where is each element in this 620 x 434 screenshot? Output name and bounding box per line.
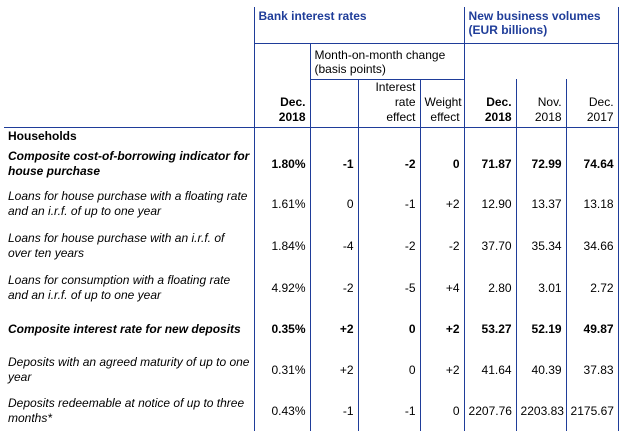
- cell-mom: -4: [309, 225, 358, 267]
- cell-interest-effect: -5: [357, 267, 420, 309]
- cell-mom: +2: [309, 309, 358, 349]
- cell-rate: 1.61%: [253, 183, 310, 225]
- table-row: Loans for house purchase with an i.r.f. …: [4, 225, 619, 267]
- cell-rate: 4.92%: [253, 267, 310, 309]
- cell-vol-dec-2018: 41.64: [463, 349, 517, 391]
- cell-vol-dec-2018: 53.27: [463, 309, 517, 349]
- col-header-weight-effect: Weight effect: [419, 79, 465, 128]
- cell-vol-dec-2017: 2175.67: [565, 391, 619, 431]
- cell-weight-effect: 0: [419, 145, 465, 183]
- cell-vol-dec-2017: 2.72: [565, 267, 619, 309]
- cell-mom: -1: [309, 391, 358, 431]
- cell-mom: +2: [309, 349, 358, 391]
- cell-interest-effect: -2: [357, 225, 420, 267]
- section-households: Households: [8, 128, 77, 143]
- cell-rate: 1.84%: [253, 225, 310, 267]
- cell-rate: 0.35%: [253, 309, 310, 349]
- cell-interest-effect: 0: [357, 309, 420, 349]
- cell-vol-nov-2018: 35.34: [515, 225, 567, 267]
- cell-weight-effect: +4: [419, 267, 465, 309]
- header-bank-interest-rates: Bank interest rates: [253, 7, 465, 44]
- cell-vol-nov-2018: 3.01: [515, 267, 567, 309]
- row-label: Loans for house purchase with a floating…: [8, 189, 248, 218]
- cell-vol-dec-2017: 13.18: [565, 183, 619, 225]
- row-label: Composite cost-of-borrowing indicator fo…: [8, 149, 250, 178]
- interest-rates-table: Bank interest rates New business volumes…: [4, 7, 619, 431]
- cell-vol-dec-2018: 2207.76: [463, 391, 517, 431]
- header-new-business-volumes: New business volumes (EUR billions): [463, 7, 619, 44]
- col-header-volume-nov-2018: Nov. 2018: [515, 79, 567, 128]
- col-header-interest-rate-effect: Interest rate effect: [357, 79, 420, 128]
- cell-vol-dec-2017: 49.87: [565, 309, 619, 349]
- cell-rate: 0.31%: [253, 349, 310, 391]
- header-empty-cell: [4, 7, 254, 43]
- table-row: Composite interest rate for new deposits…: [4, 309, 619, 349]
- header-mom-change: Month-on-month change (basis points): [309, 43, 465, 80]
- row-label: Loans for house purchase with an i.r.f. …: [8, 231, 225, 260]
- cell-weight-effect: +2: [419, 309, 465, 349]
- col-header-rate-dec-2018: Dec. 2018: [253, 79, 310, 128]
- cell-vol-dec-2017: 37.83: [565, 349, 619, 391]
- col-header-volume-dec-2017: Dec. 2017: [565, 79, 619, 128]
- row-label: Deposits with an agreed maturity of up t…: [8, 355, 250, 384]
- cell-interest-effect: 0: [357, 349, 420, 391]
- cell-weight-effect: -2: [419, 225, 465, 267]
- cell-vol-nov-2018: 72.99: [515, 145, 567, 183]
- row-label: Deposits redeemable at notice of up to t…: [8, 396, 245, 425]
- cell-vol-nov-2018: 13.37: [515, 183, 567, 225]
- table-row: Composite cost-of-borrowing indicator fo…: [4, 145, 619, 183]
- cell-vol-dec-2018: 37.70: [463, 225, 517, 267]
- col-header-volume-dec-2018: Dec. 2018: [463, 79, 517, 128]
- table-row: Deposits redeemable at notice of up to t…: [4, 391, 619, 431]
- table-row: Loans for house purchase with a floating…: [4, 183, 619, 225]
- cell-rate: 0.43%: [253, 391, 310, 431]
- cell-weight-effect: +2: [419, 183, 465, 225]
- cell-vol-dec-2017: 34.66: [565, 225, 619, 267]
- row-label: Loans for consumption with a floating ra…: [8, 273, 231, 302]
- cell-interest-effect: -2: [357, 145, 420, 183]
- cell-vol-dec-2018: 12.90: [463, 183, 517, 225]
- cell-weight-effect: 0: [419, 391, 465, 431]
- cell-weight-effect: +2: [419, 349, 465, 391]
- table-row: Deposits with an agreed maturity of up t…: [4, 349, 619, 391]
- cell-vol-dec-2017: 74.64: [565, 145, 619, 183]
- cell-mom: -2: [309, 267, 358, 309]
- cell-rate: 1.80%: [253, 145, 310, 183]
- cell-vol-nov-2018: 40.39: [515, 349, 567, 391]
- cell-mom: 0: [309, 183, 358, 225]
- cell-interest-effect: -1: [357, 391, 420, 431]
- cell-vol-dec-2018: 71.87: [463, 145, 517, 183]
- cell-vol-nov-2018: 52.19: [515, 309, 567, 349]
- cell-vol-dec-2018: 2.80: [463, 267, 517, 309]
- cell-interest-effect: -1: [357, 183, 420, 225]
- cell-vol-nov-2018: 2203.83: [515, 391, 567, 431]
- table-row: Loans for consumption with a floating ra…: [4, 267, 619, 309]
- row-label: Composite interest rate for new deposits: [8, 321, 241, 336]
- cell-mom: -1: [309, 145, 358, 183]
